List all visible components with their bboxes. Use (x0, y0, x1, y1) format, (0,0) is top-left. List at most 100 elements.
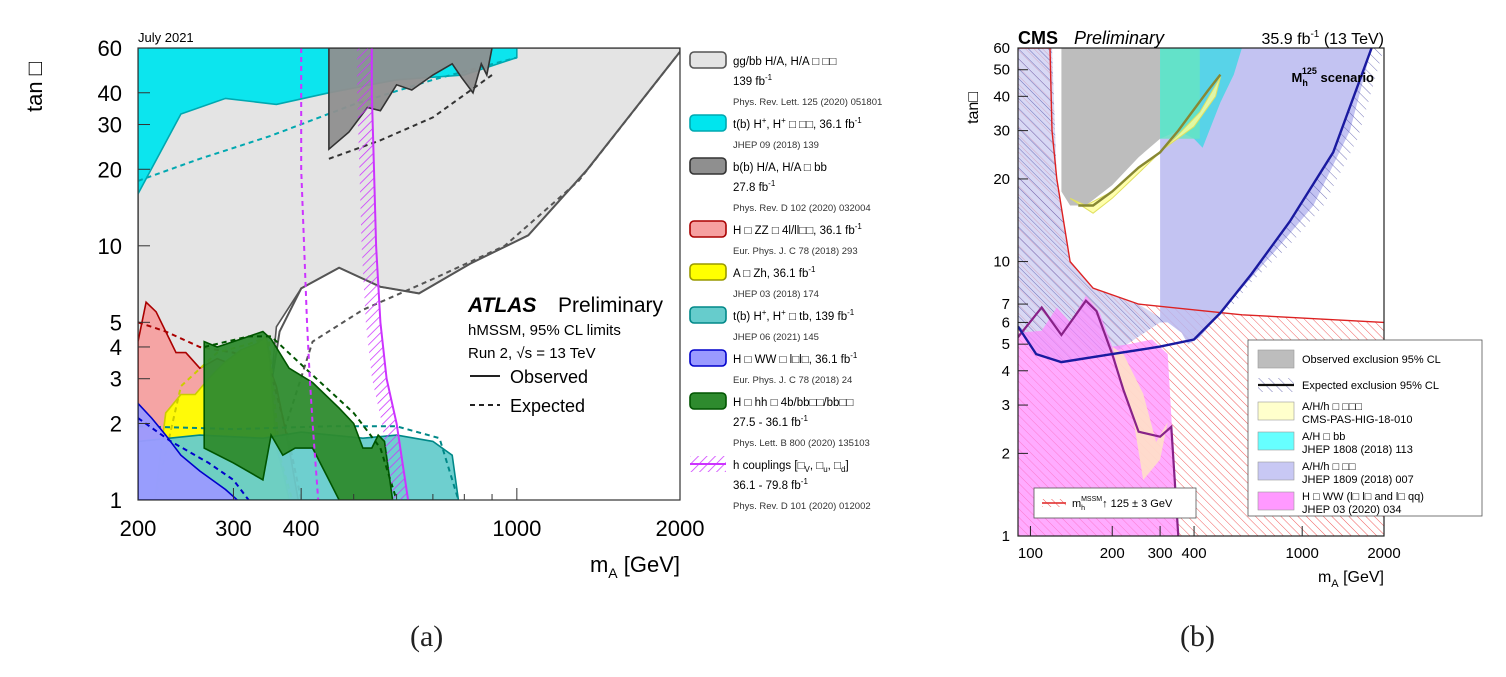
expected-line-6 (138, 417, 250, 500)
legend-reference: Phys. Rev. D 101 (2020) 012002 (733, 501, 871, 512)
subtitle-1: hMSSM, 95% CL limits (468, 322, 621, 339)
y-tick-label: 2 (110, 411, 122, 436)
y-tick-label: 60 (98, 36, 122, 61)
x-tick-label: 2000 (1367, 545, 1400, 562)
y-tick-label: 6 (1002, 314, 1010, 331)
y-tick-label: 20 (993, 171, 1010, 188)
x-tick-label: 200 (120, 516, 157, 541)
legend-entry: Observed exclusion 95% CL (1257, 349, 1441, 369)
legend-label: A/H/h □ □□□ (1302, 401, 1363, 413)
plot-frame (137, 47, 681, 501)
x-tick-label: 1000 (492, 516, 541, 541)
legend-entry: H □ ZZ □ 4l/ll□□, 36.1 fb-1 Eur. Phys. J.… (689, 220, 862, 257)
legend-reference: JHEP 1809 (2018) 007 (1302, 474, 1414, 486)
legend-swatch (689, 263, 727, 281)
exclusion-region-tautau (1160, 48, 1384, 345)
legend-swatch (1257, 349, 1295, 369)
legend-entry: b(b) H/A, H/A □ bb 27.8 fb-1 Phys. Rev. D … (689, 157, 871, 214)
y-tick-label: 40 (993, 88, 1010, 105)
scenario-label: Mh125 scenario (1292, 66, 1375, 88)
y-axis-label: tan □ (22, 62, 47, 112)
y-tick-label: 50 (993, 62, 1010, 79)
legend-label: A/H/h □ □□ (1302, 461, 1356, 473)
status-label: Preliminary (558, 294, 664, 317)
legend-swatch (1257, 431, 1295, 451)
legend-reference: JHEP 09 (2018) 139 (733, 140, 819, 151)
plot-frame (1017, 47, 1385, 537)
h-couplings-observed (370, 48, 410, 500)
y-tick-label: 40 (98, 81, 122, 106)
legend-swatch (689, 349, 727, 367)
x-tick-label: 400 (1182, 545, 1207, 562)
y-axis-label: tan□ (965, 92, 982, 124)
legend-entry: H □ WW □ l□l□, 36.1 fb-1 Eur. Phys. J. C … (689, 349, 858, 386)
exclusion-region-6 (138, 402, 239, 500)
y-tick-label: 10 (98, 234, 122, 259)
expected-line-0 (275, 51, 680, 456)
y-tick-label: 3 (1002, 397, 1010, 414)
h-couplings-band (357, 48, 409, 500)
legend-swatch (689, 114, 727, 132)
legend-reference: Phys. Lett. B 800 (2020) 135103 (733, 438, 870, 449)
y-tick-label: 7 (1002, 296, 1010, 313)
legend-entry: gg/bb H/A, H/A □ □□ 139 fb-1 Phys. Rev. Le… (689, 51, 882, 108)
legend-label: h couplings [□V, □u, □d] (733, 460, 849, 474)
panel-b: 100 200 300 400 1000 2000 1 2 3 4 5 6 7 10 20 30 40 50 60 … (900, 0, 1506, 677)
y-tick-label: 2 (1002, 445, 1010, 462)
legend-label: H □ WW (l□ l□ and l□ qq) (1302, 491, 1424, 503)
x-axis-label: mA [GeV] (590, 552, 680, 581)
date-label: July 2021 (138, 30, 194, 45)
expected-line-2 (328, 74, 493, 160)
legend-label-2: 139 fb-1 (733, 73, 773, 88)
legend-label: gg/bb H/A, H/A □ □□ (733, 56, 836, 68)
legend-entry: t(b) H+, H+ □ □□, 36.1 fb-1 JHEP 09 (2018… (689, 114, 862, 151)
legend-swatch (1257, 491, 1295, 511)
legend-reference: JHEP 06 (2021) 145 (733, 332, 819, 343)
legend-entry: Expected exclusion 95% CL (1258, 378, 1439, 392)
panel-a: 200 300 400 1000 2000 1 2 3 4 5 10 20 30 40 60 July 20… (22, 30, 882, 653)
x-tick-label: 400 (283, 516, 320, 541)
status-label: Preliminary (1074, 28, 1165, 48)
expected-style-label: Expected (510, 396, 585, 416)
legend-entry: t(b) H+, H+ □ tb, 139 fb-1 JHEP 06 (2021)… (689, 306, 855, 343)
legend-entry: h couplings [□V, □u, □d] 36.1 - 79.8 fb-1… (690, 456, 871, 512)
x-axis-label: mA [GeV] (1318, 569, 1384, 590)
cms-chart: 100 200 300 400 1000 20001234567102030405060 … (965, 28, 1483, 590)
legend-label-2: 27.5 - 36.1 fb-1 (733, 414, 808, 429)
experiment-label: CMS (1018, 28, 1058, 48)
legend-entry: A □ Zh, 36.1 fb-1 JHEP 03 (2018) 174 (689, 263, 819, 300)
y-tick-label: 5 (110, 310, 122, 335)
exclusion-region-observed (1061, 48, 1161, 206)
legend-entry: A/H/h □ □□JHEP 1809 (2018) 007 (1257, 461, 1414, 486)
legend-label: b(b) H/A, H/A □ bb (733, 162, 827, 174)
x-tick-label: 300 (215, 516, 252, 541)
y-tick-label: 4 (110, 335, 122, 360)
legend-label: Observed exclusion 95% CL (1302, 354, 1441, 366)
legend-label: H □ WW □ l□l□, 36.1 fb-1 (733, 351, 858, 366)
caption-b: (b) (1180, 620, 1215, 653)
legend-reference: CMS-PAS-HIG-18-010 (1302, 414, 1412, 426)
x-tick-label: 300 (1148, 545, 1173, 562)
legend-label: H □ hh □ 4b/bb□□/bb□□ (733, 397, 853, 409)
x-tick-label: 100 (1018, 545, 1043, 562)
exclusion-region-7 (203, 330, 394, 500)
y-tick-label: 4 (1002, 363, 1010, 380)
legend-label: t(b) H+, H+ □ □□, 36.1 fb-1 (733, 116, 862, 131)
lumi-label: 35.9 fb-1 (13 TeV) (1262, 29, 1384, 48)
legend-box (1247, 339, 1483, 517)
legend-swatch (689, 157, 727, 175)
legend-swatch (689, 220, 727, 238)
y-tick-label: 30 (993, 123, 1010, 140)
legend-label: Expected exclusion 95% CL (1302, 380, 1439, 392)
experiment-label: ATLAS (467, 294, 536, 317)
mh-boundary-line (1018, 48, 1384, 324)
legend-label: t(b) H+, H+ □ tb, 139 fb-1 (733, 308, 855, 323)
legend-reference: Phys. Rev. D 102 (2020) 032004 (733, 203, 871, 214)
legend-entry: H □ WW (l□ l□ and l□ qq)JHEP 03 (2020) 0… (1257, 491, 1424, 516)
caption-a: (a) (410, 620, 444, 653)
legend-label-2: 36.1 - 79.8 fb-1 (733, 477, 808, 492)
expected-line-tautau (1018, 48, 1373, 364)
legend-swatch (689, 306, 727, 324)
y-tick-label: 5 (1002, 336, 1010, 353)
